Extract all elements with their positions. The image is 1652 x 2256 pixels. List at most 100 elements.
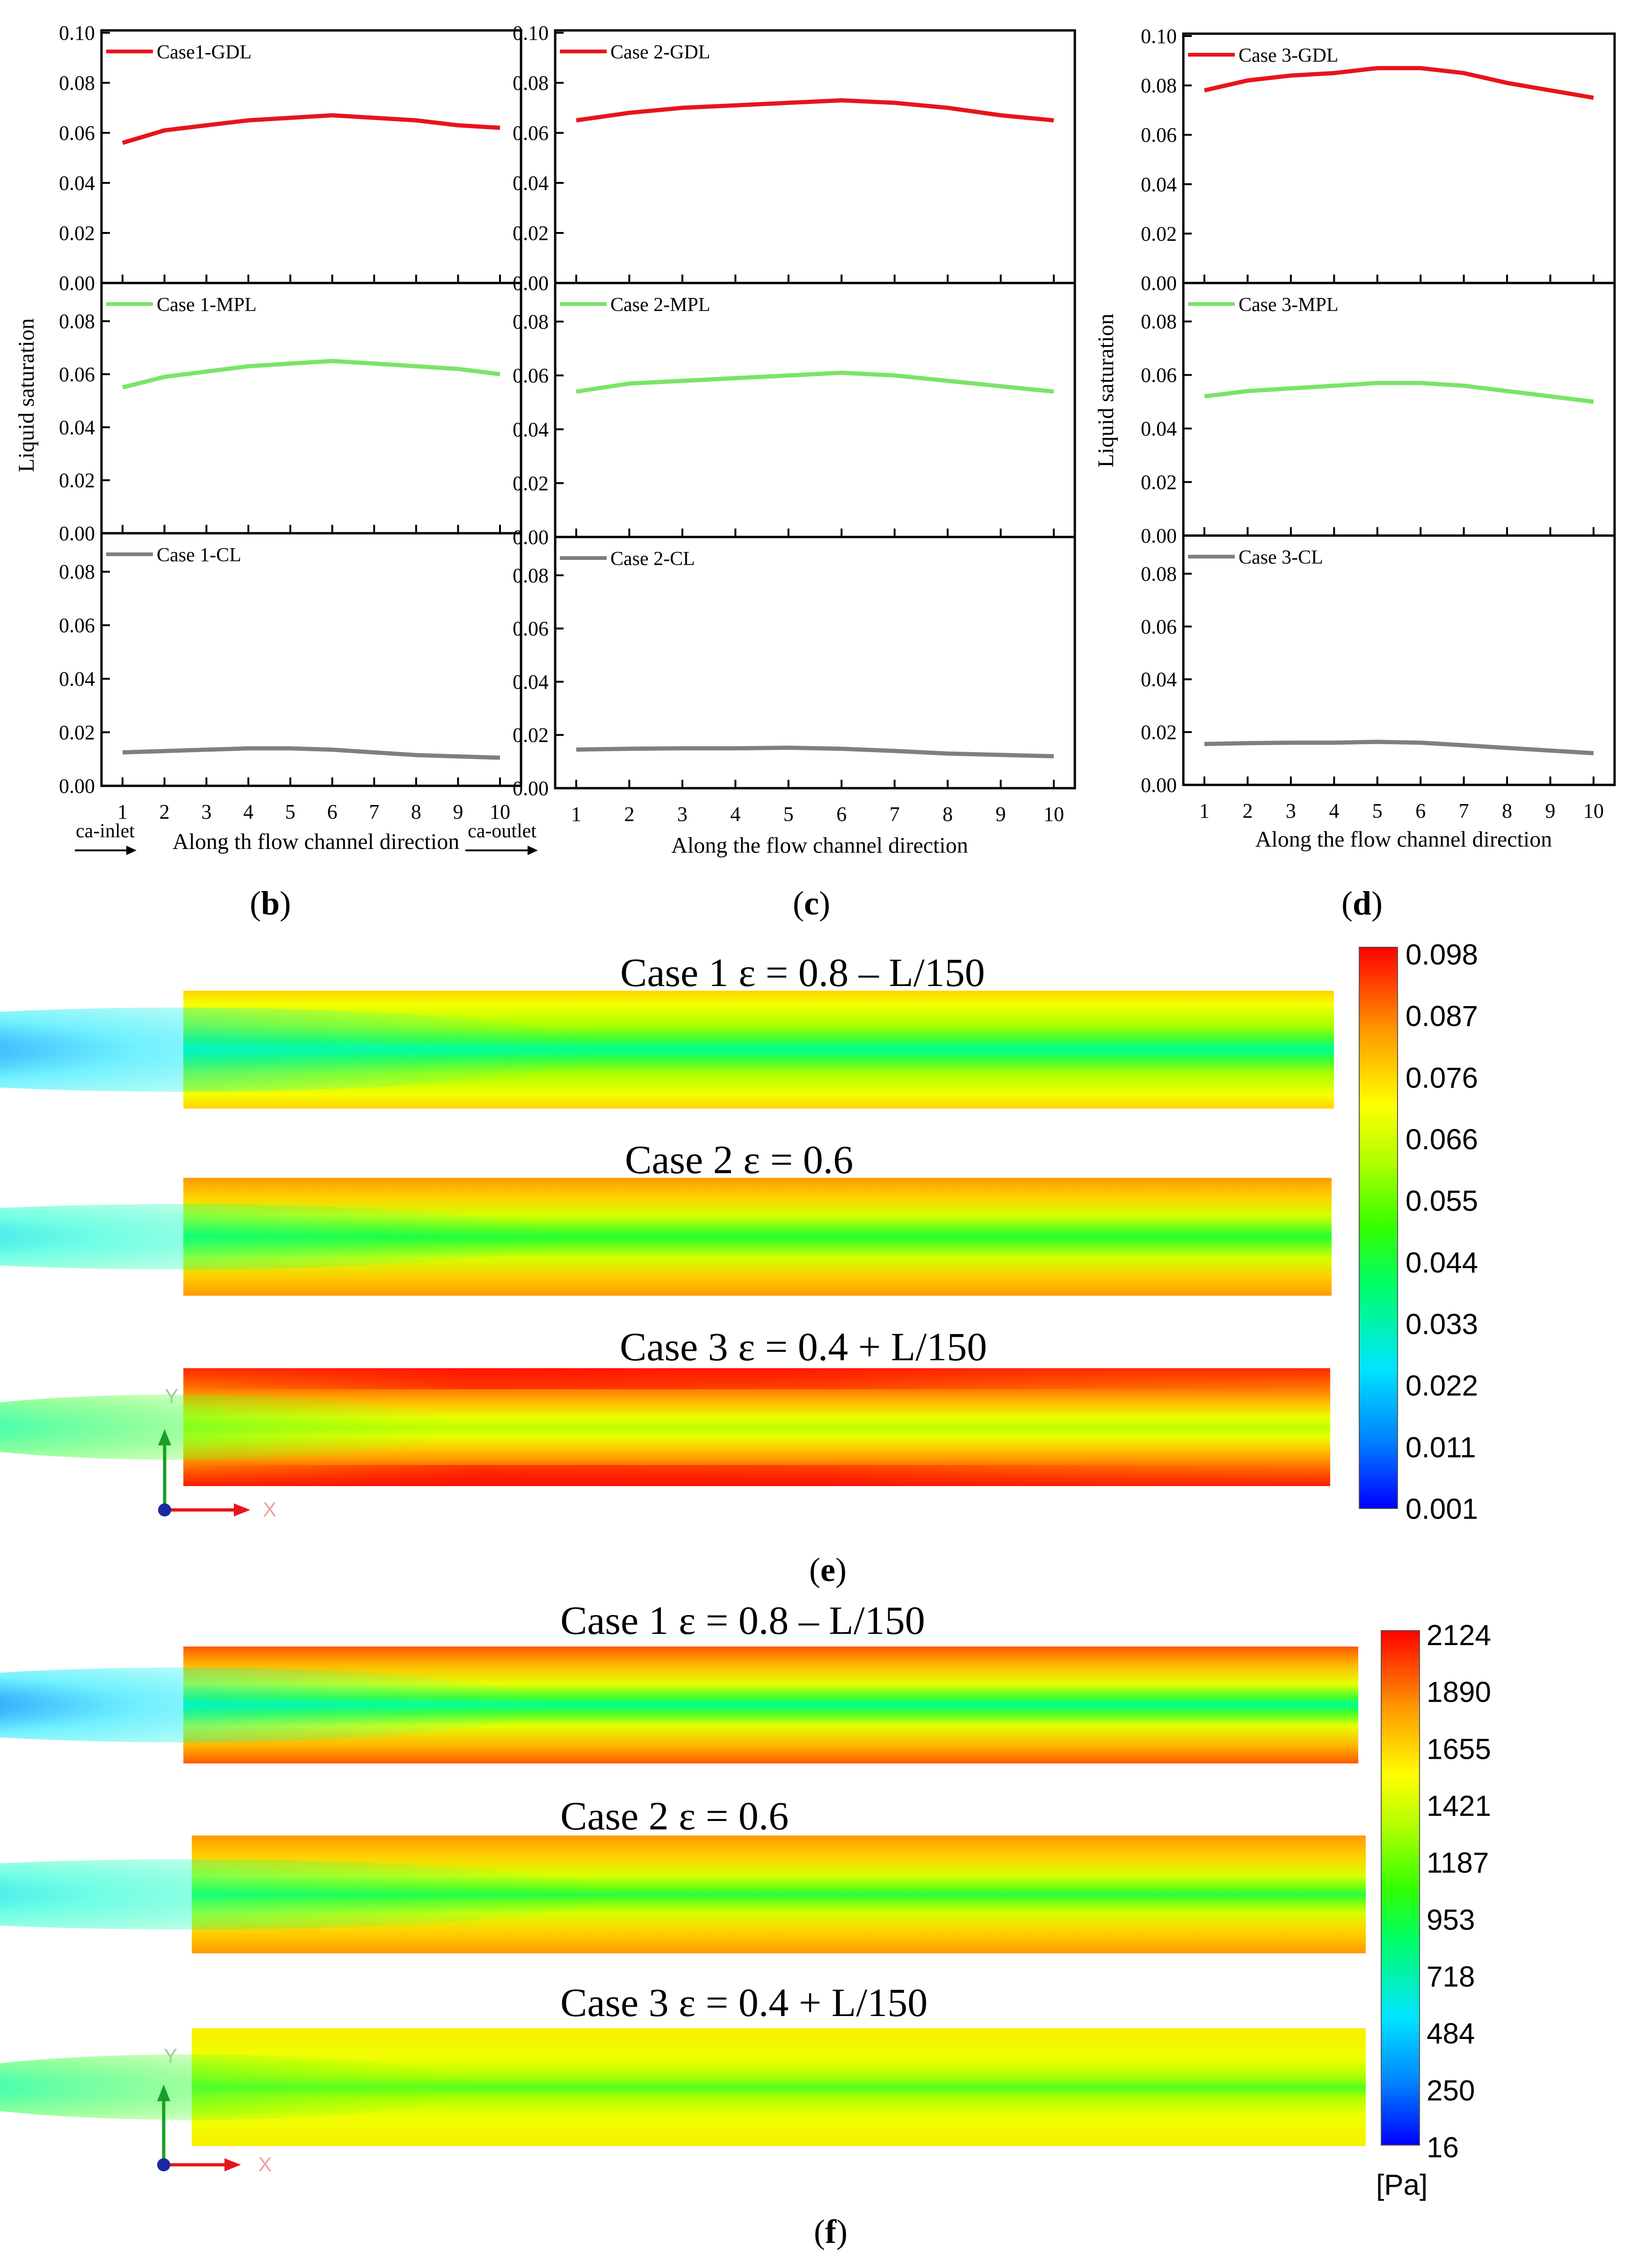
- y-tick-label: 0.04: [513, 172, 549, 195]
- y-tick-label: 0.00: [1141, 774, 1177, 797]
- colorbar-tick-label: 0.055: [1406, 1185, 1478, 1218]
- colorbar-tick-label: 1655: [1427, 1733, 1491, 1765]
- legend-label: Case 1-MPL: [157, 294, 257, 316]
- subplot-c-2: 0.00 0.02 0.04 0.06 0.08 Case 2-MPL: [513, 282, 1076, 549]
- svg-text:(e): (e): [809, 1551, 847, 1589]
- y-tick-label: 0.00: [1141, 272, 1177, 295]
- legend-label: Case 3-MPL: [1239, 294, 1339, 316]
- x-tick-label: 10: [1043, 803, 1064, 826]
- x-tick-label: 4: [1329, 799, 1339, 822]
- subplot-c-3: 0.00 0.02 0.04 0.06 0.08 Case 2-CL: [513, 536, 1076, 800]
- y-tick-label: 0.06: [513, 617, 549, 640]
- legend-label: Case 1-CL: [157, 544, 241, 566]
- x-tick-label: 2: [624, 803, 634, 826]
- line-chart-panel-b: 0.000.020.040.060.080.10Case1-GDL0.000.0…: [14, 22, 538, 855]
- x-tick-label: 7: [369, 800, 379, 823]
- panel-f-case2-inlet-plume: [0, 1859, 613, 1930]
- y-tick-label: 0.08: [1141, 74, 1177, 97]
- y-tick-label: 0.00: [513, 526, 549, 549]
- panel-f-axis-y-label: Y: [164, 2045, 177, 2067]
- subplot-frame: [1182, 282, 1616, 537]
- panel-e: Case 1 ε = 0.8 – L/150 Case 2 ε = 0.6 Ca…: [0, 939, 1478, 1589]
- y-tick-label: 0.02: [59, 721, 95, 744]
- colorbar-tick-label: 484: [1427, 2018, 1475, 2050]
- y-tick-label: 0.00: [59, 272, 95, 295]
- panel-f-colorbar-ticks: 2124 1890 1655 1421 1187 953 718 484 250 16: [1427, 1619, 1491, 2164]
- y-tick-label: 0.10: [1141, 25, 1177, 48]
- subplot-b-3: 0.00 0.02 0.04 0.06 0.08 Case 1-CL: [59, 532, 522, 798]
- y-axis-label: Liquid saturation: [14, 318, 39, 472]
- y-tick-label: 0.06: [1141, 615, 1177, 638]
- x-tick-label: 10: [1583, 799, 1604, 822]
- colorbar-tick-label: 1890: [1427, 1676, 1491, 1709]
- panel-f-case2-title: Case 2 ε = 0.6: [560, 1793, 789, 1838]
- colorbar-tick-label: 1421: [1427, 1790, 1491, 1822]
- line-charts: 0.000.020.040.060.080.10Case1-GDL0.000.0…: [14, 22, 1616, 858]
- subplot-frame: [100, 282, 522, 535]
- series-line-case-2-gdl: [576, 98, 1054, 123]
- subplot-c-1: 0.00 0.02 0.04 0.06 0.08 0.10 Case 2-GDL: [513, 22, 1076, 295]
- y-tick-label: 0.00: [59, 775, 95, 798]
- colorbar-tick-label: 718: [1427, 1961, 1475, 1993]
- y-tick-label: 0.04: [59, 667, 95, 690]
- subplot-frame: [100, 532, 522, 787]
- y-tick-label: 0.00: [59, 522, 95, 545]
- y-tick-label: 0.04: [1141, 417, 1177, 440]
- x-axis-label: Along the flow channel direction: [1255, 827, 1552, 852]
- legend-label: Case 2-CL: [610, 548, 695, 570]
- outlet-arrowhead: [528, 846, 538, 855]
- y-tick-label: 0.08: [59, 560, 95, 583]
- subplot-frame: [100, 29, 522, 284]
- inlet-label: ca-inlet: [76, 820, 135, 842]
- x-axis-label: Along th flow channel direction: [173, 829, 459, 854]
- panel-e-axis-y-label: Y: [165, 1385, 178, 1408]
- x-axis-label: Along the flow channel direction: [671, 833, 968, 858]
- x-tick-label: 7: [890, 803, 900, 826]
- series-line-case-1-mpl: [122, 359, 500, 390]
- panel-e-colorbar: [1359, 947, 1398, 1509]
- x-tick-label: 9: [1545, 799, 1556, 822]
- series-line-case-2-cl: [576, 746, 1054, 759]
- panel-letter-d: (d): [1341, 885, 1383, 922]
- y-tick-label: 0.08: [1141, 562, 1177, 585]
- x-tick-label: 9: [453, 800, 463, 823]
- legend-label: Case 2-GDL: [610, 42, 710, 63]
- outlet-label: ca-outlet: [468, 820, 536, 842]
- x-tick-label: 4: [243, 800, 254, 823]
- series-line-case-3-gdl: [1203, 66, 1594, 100]
- colorbar-tick-label: 953: [1427, 1904, 1475, 1936]
- x-tick-label: 8: [1502, 799, 1512, 822]
- x-tick-label: 5: [1372, 799, 1383, 822]
- y-tick-label: 0.04: [59, 416, 95, 439]
- y-tick-label: 0.06: [513, 364, 549, 387]
- panel-f-case3-inlet-plume: [0, 2054, 472, 2120]
- y-tick-label: 0.06: [59, 122, 95, 145]
- subplot-d-1: 0.00 0.02 0.04 0.06 0.08 0.10 Case 3-GDL: [1141, 25, 1616, 295]
- y-tick-label: 0.08: [513, 311, 549, 334]
- subplot-frame: [1182, 32, 1616, 284]
- y-tick-label: 0.06: [1141, 123, 1177, 146]
- y-tick-label: 0.06: [513, 122, 549, 145]
- x-tick-label: 2: [159, 800, 170, 823]
- colorbar-tick-label: 0.066: [1406, 1124, 1478, 1156]
- colorbar-tick-label: 16: [1427, 2132, 1459, 2164]
- panel-letter-e: (e): [809, 1551, 847, 1589]
- x-tick-label: 7: [1459, 799, 1469, 822]
- x-tick-label: 6: [836, 803, 847, 826]
- x-tick-label: 3: [1286, 799, 1296, 822]
- legend-label: Case1-GDL: [157, 42, 252, 63]
- colorbar-tick-label: 0.087: [1406, 1001, 1478, 1033]
- panel-f-case1-inlet-plume: [0, 1668, 548, 1742]
- y-tick-label: 0.04: [513, 670, 549, 693]
- series-line-case1-gdl: [122, 113, 500, 145]
- panel-letter-c: (c): [793, 885, 830, 922]
- x-tick-label: 4: [730, 803, 740, 826]
- y-tick-label: 0.08: [513, 564, 549, 587]
- y-tick-label: 0.00: [513, 777, 549, 800]
- panel-e-case1-inlet-plume: [0, 1008, 604, 1092]
- subplot-d-2: 0.00 0.02 0.04 0.06 0.08 Case 3-MPL: [1141, 282, 1616, 547]
- series-line-case-3-mpl: [1204, 381, 1594, 404]
